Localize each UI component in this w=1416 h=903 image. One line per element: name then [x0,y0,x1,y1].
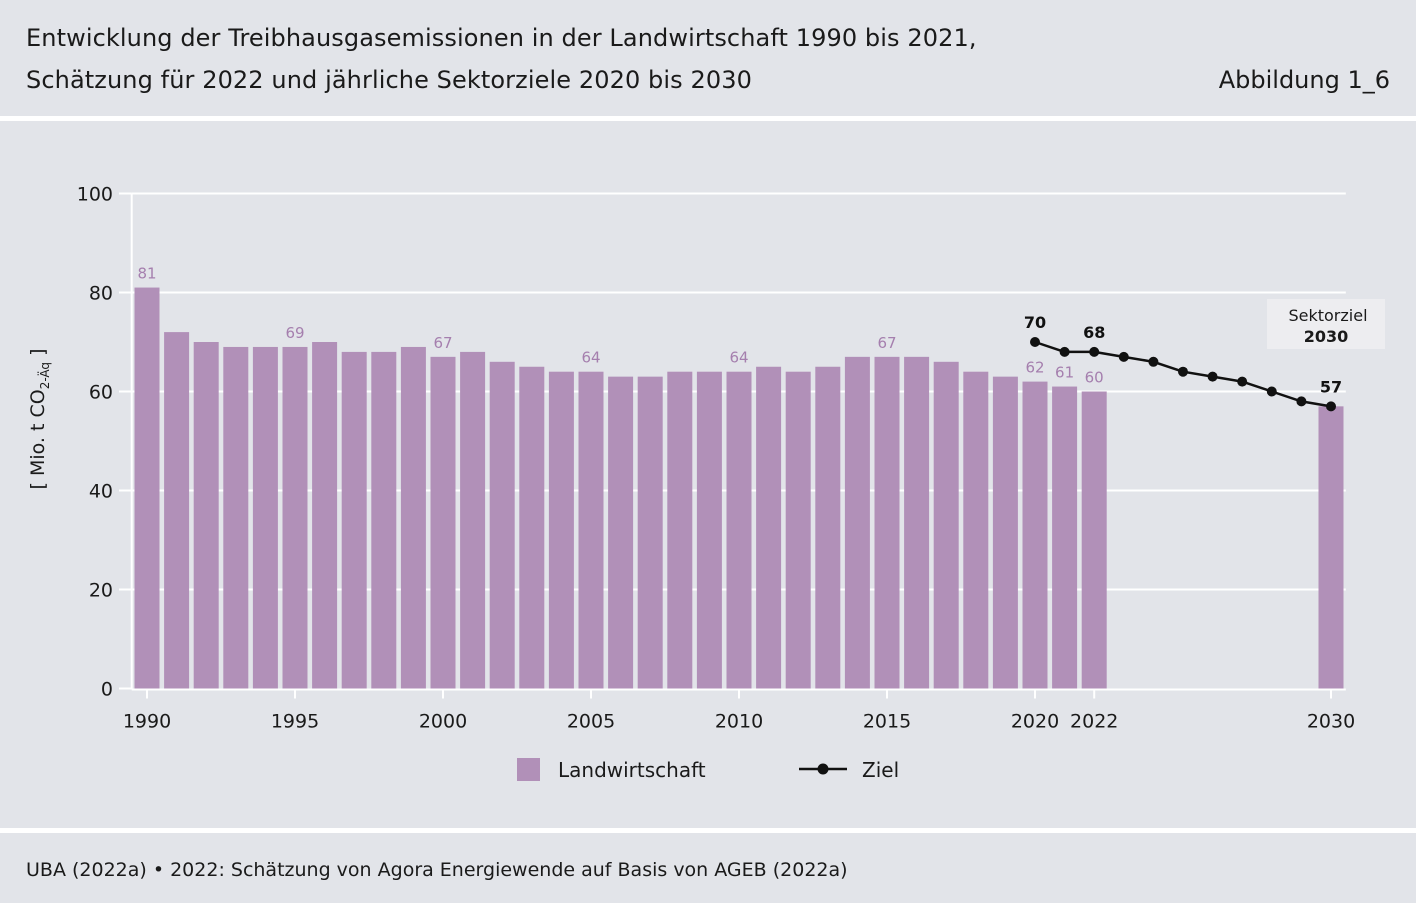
bar-1990 [134,287,160,689]
ylabel-sub: 2-Äq [37,362,52,389]
chart-title-line2: Schätzung für 2022 und jährliche Sektorz… [26,66,752,94]
legend-label-landwirtschaft: Landwirtschaft [558,758,706,782]
y-tick-label-60: 60 [89,382,113,404]
bar-1995 [282,346,308,689]
bar-2012 [785,371,811,689]
bar-1991 [164,332,190,689]
bar-2019 [992,376,1018,689]
ziel-point-2026 [1207,371,1218,382]
chart-area: 0 20 40 60 80 100 1990 1995 2000 2005 2010 2015 2020… [0,121,1416,828]
ylabel-main: [ Mio. t CO [27,389,49,489]
y-tick-label-100: 100 [77,184,113,206]
bar-2010 [726,371,752,689]
bar-1996 [312,342,338,689]
bar-2022 [1081,391,1107,689]
sektorziel-box [1267,299,1385,349]
chart-svg: 0 20 40 60 80 100 1990 1995 2000 2005 2010 2015 2020… [27,184,1385,782]
header: Entwicklung der Treibhausgasemissionen i… [0,0,1416,116]
bar-2005 [578,371,604,689]
source-note: UBA (2022a) • 2022: Schätzung von Agora … [26,859,848,881]
bar-2017 [933,361,959,689]
chart-title-line1: Entwicklung der Treibhausgasemissionen i… [26,24,977,52]
ylabel-end: ] [27,349,49,362]
label-layer: 81 69 67 64 64 67 62 61 60 70 68 57 [137,265,1342,397]
legend: Landwirtschaft Ziel [517,758,899,782]
bar-2013 [815,366,841,689]
bar-2009 [696,371,722,689]
bar-2007 [637,376,663,689]
bar-label-1995: 69 [285,324,304,342]
bar-2014 [844,356,870,689]
ziel-label-2022: 68 [1083,323,1105,342]
bar-2004 [548,371,574,689]
legend-label-ziel: Ziel [862,758,899,782]
bar-2006 [608,376,634,689]
ziel-point-2025 [1178,366,1188,377]
x-tick-label-2000: 2000 [419,711,467,733]
footer-divider [0,828,1416,833]
bar-2018 [963,371,989,689]
ziel-point-2021 [1059,346,1070,357]
ziel-label-2020: 70 [1024,313,1046,332]
y-tick-label-0: 0 [101,679,113,701]
ziel-point-2029 [1296,396,1307,407]
axis-layer: 0 20 40 60 80 100 1990 1995 2000 2005 2010 2015 2020… [77,184,1355,733]
bar-2003 [519,366,545,689]
bar-2008 [667,371,693,689]
bar-label-2005: 64 [581,349,600,367]
y-tick-label-40: 40 [89,481,113,503]
bar-2020 [1022,381,1048,689]
bar-2001 [460,351,486,689]
x-tick-label-1990: 1990 [123,711,171,733]
line-layer [1030,337,1336,412]
svg-text:[ Mio. t CO2-Äq ]: [ Mio. t CO2-Äq ] [27,349,52,490]
bar-2000 [430,356,456,689]
bar-1999 [400,346,426,689]
ziel-point-2024 [1148,356,1159,367]
bar-1998 [371,351,397,689]
y-axis-title: [ Mio. t CO2-Äq ] [27,349,52,490]
bar-label-2020: 62 [1025,359,1044,377]
bar-1993 [223,346,249,689]
bar-2002 [489,361,515,689]
bar-label-1990: 81 [137,265,156,283]
x-tick-label-2022: 2022 [1070,711,1118,733]
bar-2021 [1052,386,1078,689]
x-tick-label-2010: 2010 [715,711,763,733]
figure-label: Abbildung 1_6 [1218,66,1390,94]
bar-1994 [252,346,278,689]
legend-marker-ziel [817,763,829,775]
bar-label-2010: 64 [729,349,748,367]
bar-1992 [193,342,219,689]
x-tick-label-2005: 2005 [567,711,615,733]
sektorziel-year: 2030 [1304,327,1349,346]
bar-label-2000: 67 [433,334,452,352]
bar-2030 [1318,406,1344,689]
bar-2011 [756,366,782,689]
x-tick-label-2030: 2030 [1307,711,1355,733]
annotation-layer: Sektorziel 2030 [1267,299,1385,349]
ziel-point-2030 [1326,401,1336,412]
bar-layer [134,287,1344,689]
header-divider [0,116,1416,121]
ziel-label-2030: 57 [1320,377,1342,396]
bar-label-2015: 67 [877,334,896,352]
x-tick-label-1995: 1995 [271,711,319,733]
ziel-point-2022 [1089,346,1100,357]
y-tick-label-20: 20 [89,580,113,602]
bar-label-2022: 60 [1085,369,1104,387]
sektorziel-label: Sektorziel [1288,306,1367,325]
ziel-point-2027 [1237,376,1248,387]
bar-1997 [341,351,367,689]
ziel-point-2020 [1030,337,1040,347]
ziel-point-2023 [1118,351,1129,362]
bar-label-2021: 61 [1055,364,1074,382]
y-tick-label-80: 80 [89,283,113,305]
bar-2016 [904,356,930,689]
ziel-point-2028 [1266,386,1277,397]
legend-swatch-landwirtschaft [517,758,540,781]
bar-2015 [874,356,900,689]
x-tick-label-2015: 2015 [863,711,911,733]
x-tick-label-2020: 2020 [1011,711,1059,733]
